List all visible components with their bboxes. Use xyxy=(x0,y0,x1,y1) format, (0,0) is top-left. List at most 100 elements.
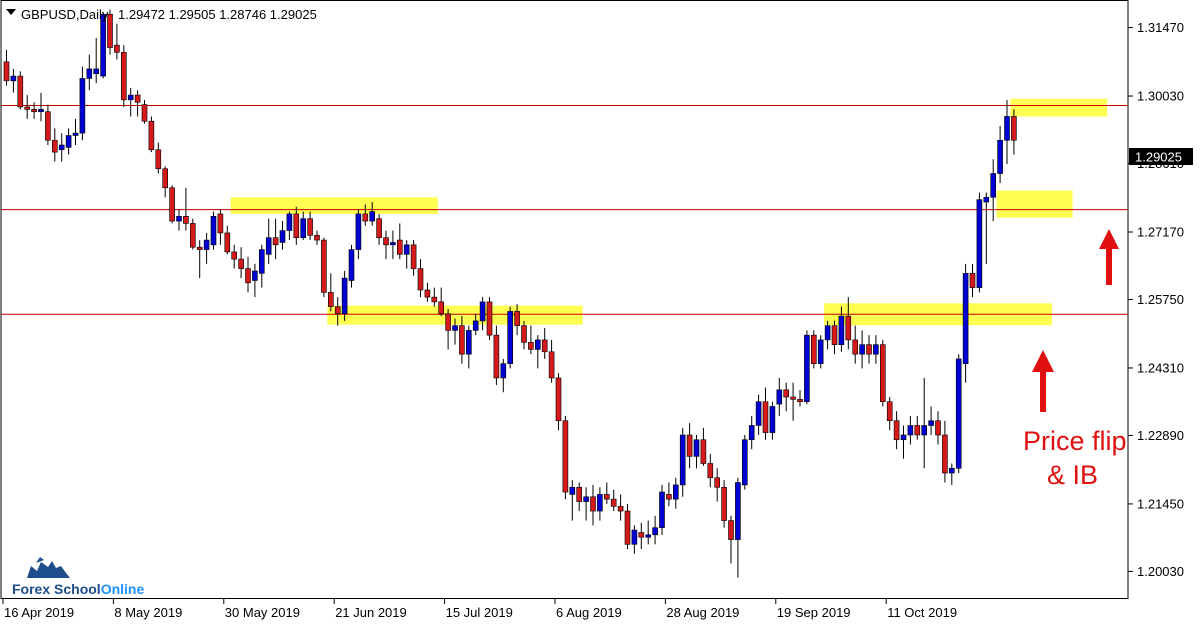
candle-body xyxy=(824,325,831,341)
candle-body xyxy=(327,292,334,307)
time-tick-label: 6 Aug 2019 xyxy=(556,605,622,620)
candle xyxy=(383,230,389,260)
candle-body xyxy=(286,213,293,231)
candle-body xyxy=(51,139,58,153)
candle-body xyxy=(707,463,714,479)
candle-body xyxy=(355,213,362,250)
candle xyxy=(762,387,769,440)
candle xyxy=(900,425,907,459)
time-tick-label: 15 Jul 2019 xyxy=(446,605,513,620)
candle xyxy=(403,240,410,269)
candle-body xyxy=(948,467,955,474)
candle-body xyxy=(410,244,417,269)
candle xyxy=(907,415,914,445)
candle-body xyxy=(252,270,258,281)
candle-body xyxy=(893,420,900,441)
price-tick-label: 1.20030 xyxy=(1137,564,1184,579)
candle-body xyxy=(845,315,852,341)
candle-body xyxy=(369,211,376,222)
candle-body xyxy=(65,135,72,148)
candle xyxy=(942,420,948,483)
candle-body xyxy=(859,344,865,355)
candle-body xyxy=(258,249,265,274)
candle-body xyxy=(190,223,196,248)
candle-body xyxy=(928,420,934,426)
candle-body xyxy=(693,439,700,457)
candle xyxy=(921,377,928,469)
candle-body xyxy=(383,237,389,246)
candle-body xyxy=(914,425,921,436)
candle-body xyxy=(521,325,527,343)
candle xyxy=(755,394,762,435)
annotation-price-flip: Price flip xyxy=(1023,426,1127,456)
candle-body xyxy=(79,78,86,134)
candle xyxy=(486,297,493,340)
candle-body xyxy=(314,235,320,241)
candle xyxy=(935,411,941,445)
candle xyxy=(134,90,141,117)
candle xyxy=(693,434,700,469)
candle xyxy=(293,206,300,245)
candle-body xyxy=(424,289,431,298)
candle xyxy=(1011,109,1017,155)
candle xyxy=(603,482,610,504)
candle-body xyxy=(728,520,734,540)
candle xyxy=(948,463,955,485)
candle xyxy=(141,99,148,124)
time-tick-label: 8 May 2019 xyxy=(114,605,182,620)
candle xyxy=(638,522,645,550)
candle xyxy=(51,128,58,162)
candle xyxy=(541,328,548,359)
candle-body xyxy=(1004,116,1010,141)
candle xyxy=(714,468,721,502)
support-resistance-zone xyxy=(1010,98,1108,117)
candle-body xyxy=(127,94,134,101)
candle-body xyxy=(452,325,458,331)
candle-body xyxy=(569,486,576,495)
candle-body xyxy=(583,496,589,502)
candle-body xyxy=(1011,116,1017,141)
candle-body xyxy=(548,351,555,379)
candle-body xyxy=(148,120,155,151)
candle-body xyxy=(997,139,1003,174)
candle-body xyxy=(224,232,231,253)
candle xyxy=(321,237,327,298)
candle xyxy=(645,520,652,545)
candle xyxy=(396,223,403,260)
ohlc-values: 1.29472 1.29505 1.28746 1.29025 xyxy=(118,7,317,22)
candle-body xyxy=(58,144,65,151)
candle xyxy=(445,309,451,350)
candle-body xyxy=(555,377,562,422)
candle xyxy=(797,389,803,407)
candle xyxy=(873,335,879,364)
candle-body xyxy=(741,439,748,486)
candle-body xyxy=(721,486,727,521)
candle-body xyxy=(838,315,845,345)
candle xyxy=(438,287,445,317)
candle-body xyxy=(852,339,859,355)
candle-body xyxy=(390,242,396,246)
candle xyxy=(810,330,817,369)
candle xyxy=(431,287,438,307)
dropdown-icon[interactable] xyxy=(6,9,16,15)
candle-body xyxy=(24,106,31,110)
candle-body xyxy=(666,494,672,500)
candle xyxy=(534,335,541,369)
candle xyxy=(997,125,1003,184)
candle-group xyxy=(3,9,1017,578)
candle-body xyxy=(465,330,472,355)
candle xyxy=(838,306,845,352)
candle xyxy=(617,494,624,521)
candle xyxy=(631,525,638,554)
candle xyxy=(721,480,727,528)
candle-body xyxy=(672,484,679,500)
candle-body xyxy=(700,439,707,464)
candle-body xyxy=(886,401,893,422)
candle-body xyxy=(514,311,520,326)
candle xyxy=(369,202,376,226)
candle-body xyxy=(955,358,962,469)
svg-text:Forex SchoolOnline: Forex SchoolOnline xyxy=(12,581,144,597)
candle-body xyxy=(714,477,721,488)
candle-body xyxy=(831,325,838,345)
candle-body xyxy=(238,258,244,269)
